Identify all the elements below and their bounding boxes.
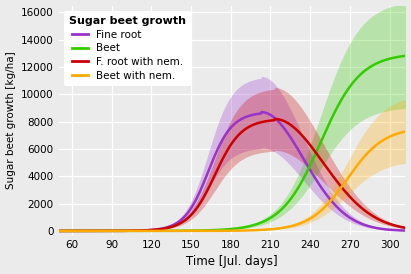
Legend: Fine root, Beet, F. root with nem., Beet with nem.: Fine root, Beet, F. root with nem., Beet… — [64, 11, 192, 86]
X-axis label: Time [Jul. days]: Time [Jul. days] — [186, 255, 278, 269]
Y-axis label: Sugar beet growth [kg/ha]: Sugar beet growth [kg/ha] — [6, 52, 16, 189]
